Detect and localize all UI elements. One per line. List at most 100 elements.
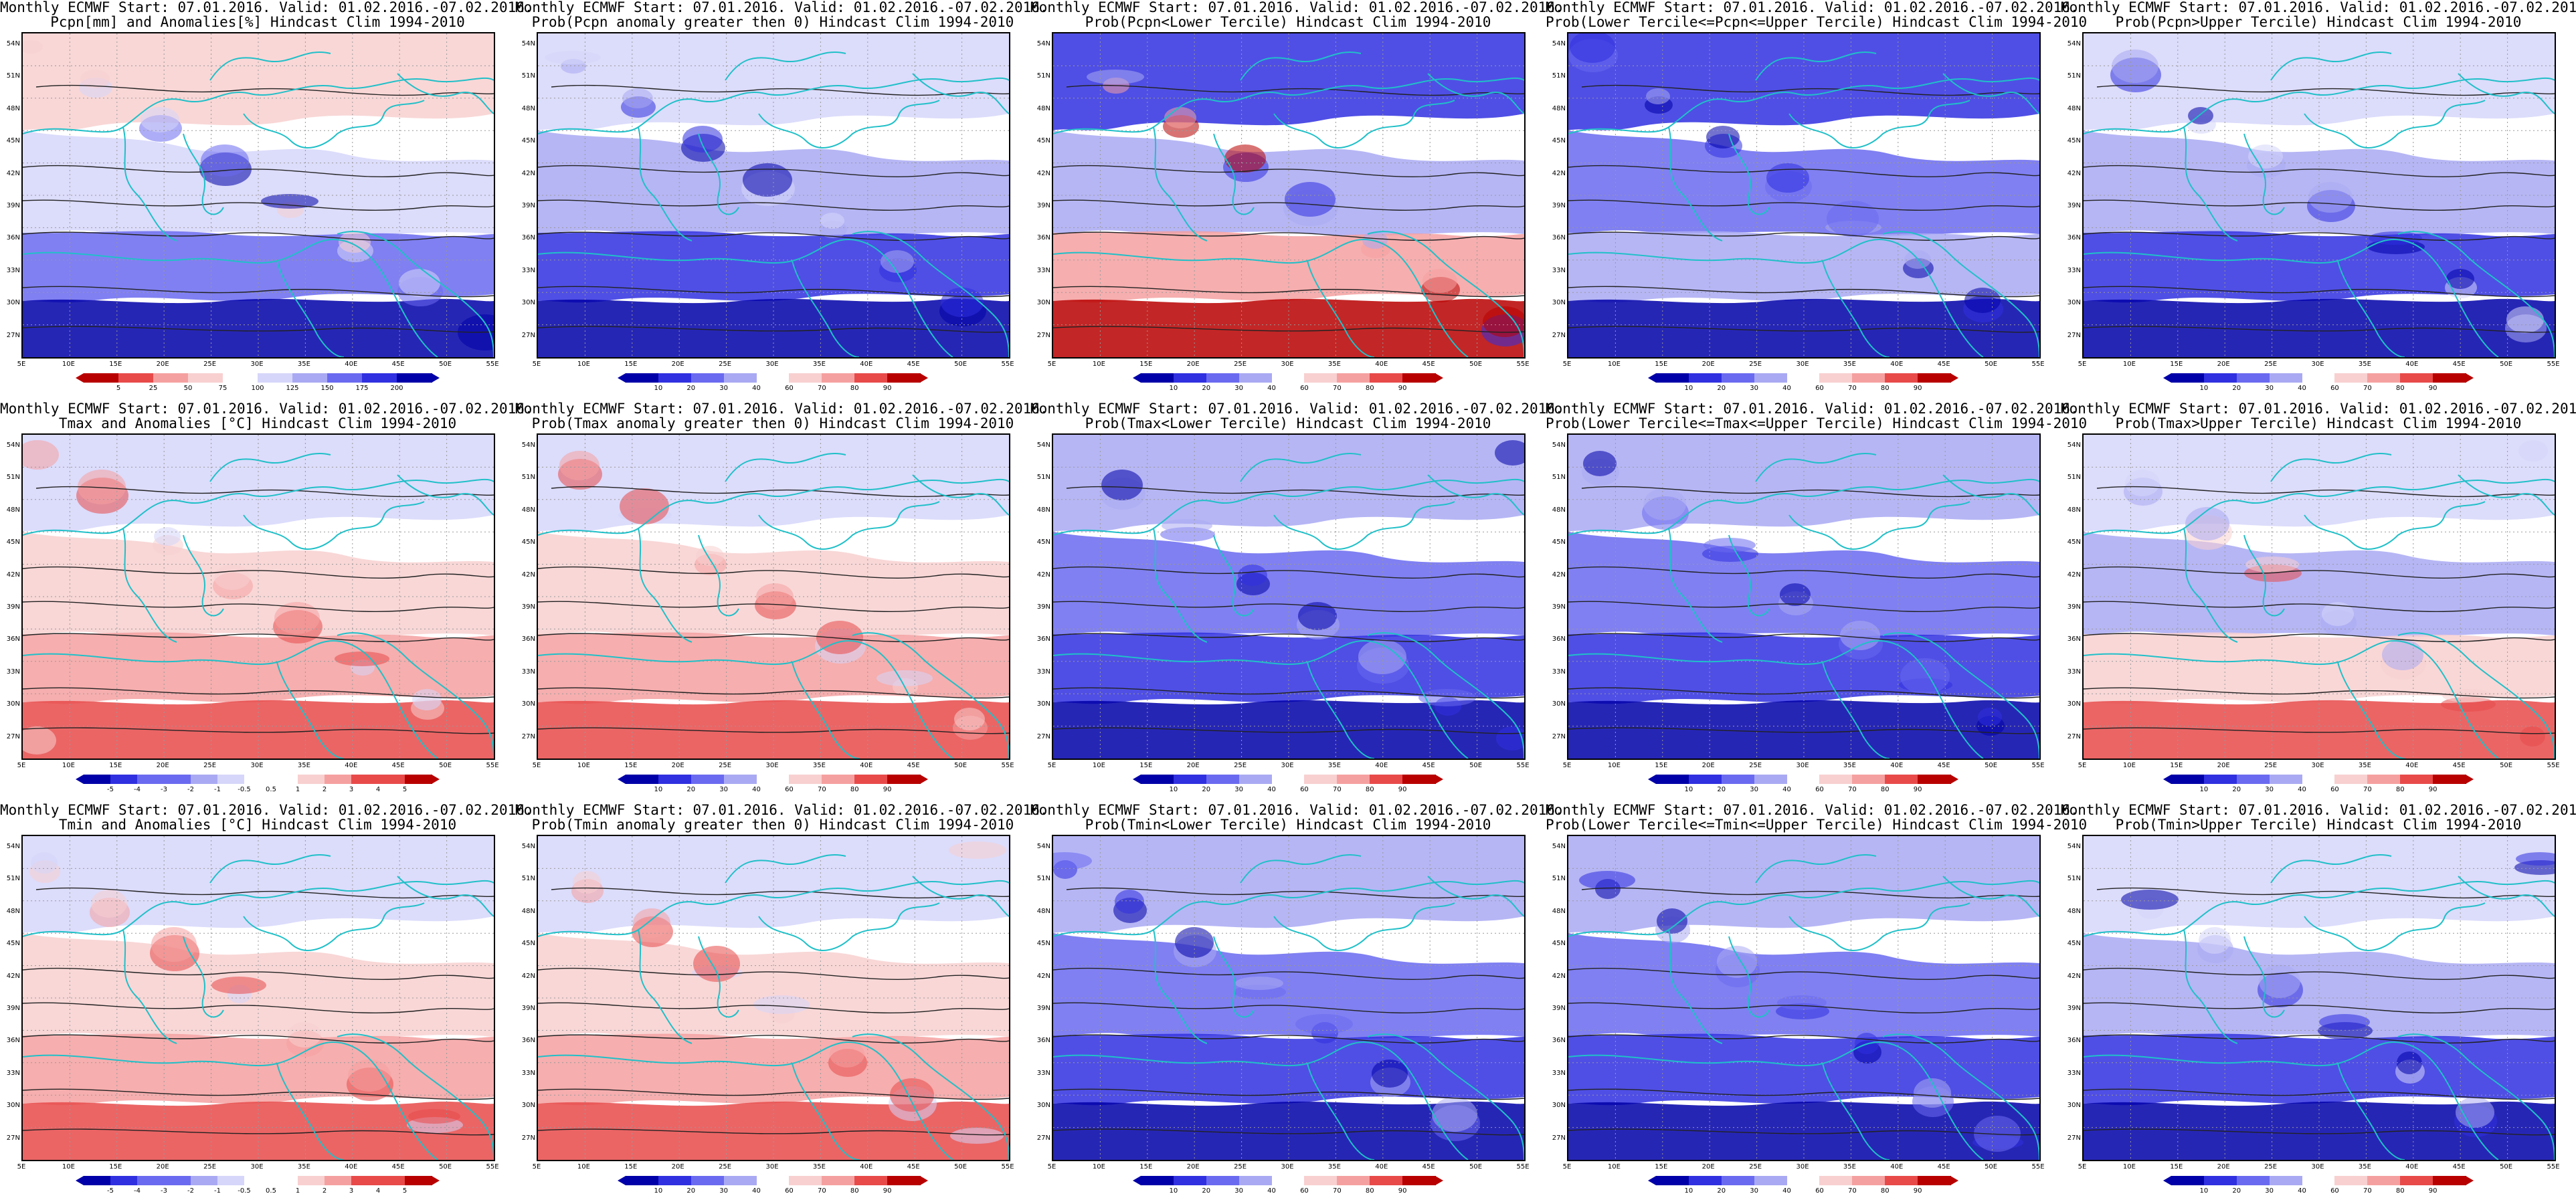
- contour-line: [1066, 84, 1524, 96]
- colorbar-tick-label: 70: [817, 786, 826, 793]
- lon-label: 50E: [1985, 1163, 1998, 1171]
- lat-label: 54N: [1552, 843, 1566, 850]
- coastline: [698, 534, 739, 617]
- field-patch: [2112, 49, 2158, 83]
- coastline: [1273, 100, 1455, 148]
- lat-label: 48N: [521, 907, 535, 915]
- coastline: [1240, 854, 1362, 884]
- field-patch: [954, 708, 985, 730]
- colorbar-segment: [378, 1176, 405, 1185]
- colorbar-tick-label: -3: [161, 786, 167, 793]
- contour-line: [23, 687, 494, 699]
- colorbar-tick-label: 60: [2330, 786, 2339, 793]
- contour-line: [538, 633, 1009, 642]
- contour-line: [23, 601, 494, 612]
- lat-label: 33N: [521, 266, 535, 274]
- lat-label: 27N: [1036, 1134, 1050, 1142]
- field-patch: [2319, 1014, 2370, 1030]
- lat-label: 48N: [1036, 104, 1050, 112]
- lat-label: 54N: [1036, 40, 1050, 47]
- lat-label: 39N: [1552, 1005, 1566, 1012]
- coastline: [1053, 478, 1524, 536]
- field-patch: [274, 602, 320, 634]
- lat-label: 36N: [6, 1037, 20, 1045]
- contour-line: [1066, 486, 1524, 498]
- lat-label: 33N: [6, 1069, 20, 1077]
- coastline: [337, 231, 494, 357]
- map-canvas: [1052, 433, 1526, 760]
- map-svg: [538, 435, 1009, 759]
- lon-label: 45E: [1422, 361, 1435, 368]
- field-patch: [2199, 927, 2231, 954]
- lat-label: 30N: [2067, 299, 2081, 307]
- lat-label: 39N: [1552, 603, 1566, 611]
- contour-line: [23, 199, 494, 211]
- coastline: [1822, 1063, 1890, 1160]
- contour-line: [23, 633, 494, 642]
- colorbar-segment: [756, 775, 790, 784]
- lat-label: 33N: [6, 266, 20, 274]
- colorbar-segment: [84, 775, 111, 784]
- lat-label: 51N: [6, 474, 20, 482]
- colorbar-tick-label: -0.5: [238, 1187, 251, 1195]
- field-patch: [877, 670, 933, 686]
- colorbar-segment: [137, 1176, 165, 1185]
- colorbar-segment: [1754, 373, 1788, 383]
- colorbar-segment: [887, 775, 921, 784]
- colorbar-segment: [292, 373, 328, 383]
- coastline: [538, 239, 953, 357]
- coastline: [912, 73, 1009, 114]
- colorbar: 10 20 30 40 60 70 80 90: [1133, 373, 1443, 392]
- coastline: [1213, 936, 1255, 1018]
- coastline: [23, 1041, 438, 1160]
- lat-label: 36N: [1552, 1037, 1566, 1045]
- field-patch: [1235, 977, 1283, 990]
- coastline: [1728, 534, 1770, 617]
- colorbar-tick-label: 70: [1332, 385, 1342, 392]
- field-patch: [339, 231, 371, 253]
- colorbar-segment: [789, 373, 823, 383]
- field-patch: [2382, 639, 2423, 670]
- lon-label: 30E: [250, 762, 264, 769]
- field-patch: [154, 527, 181, 546]
- contour-line: [1568, 1034, 2039, 1043]
- coastline: [276, 1063, 345, 1160]
- lon-label: 5E: [1047, 361, 1056, 368]
- coastline: [1367, 632, 1524, 759]
- colorbar-segment: [325, 1176, 352, 1185]
- lat-label: 48N: [1036, 907, 1050, 915]
- colorbar-segment: [1885, 775, 1919, 784]
- contour-line: [23, 286, 494, 298]
- field-patch: [1704, 538, 1756, 553]
- colorbar-tick-label: 60: [1300, 786, 1309, 793]
- coastline: [183, 936, 224, 1018]
- lat-label: 48N: [6, 506, 20, 514]
- coastline: [1053, 77, 1524, 134]
- field-patch: [1840, 621, 1880, 650]
- colorbar-tick-label: -4: [134, 786, 141, 793]
- lat-label: 54N: [1552, 40, 1566, 47]
- lon-label: 45E: [391, 762, 405, 769]
- colorbar: -5 -4 -3 -2 -1 -0.5 0.5 1 2 3 4 5: [76, 1176, 440, 1195]
- coastline: [725, 453, 846, 482]
- map-panel-tmin-upper: Monthly ECMWF Start: 07.01.2016. Valid: …: [2061, 803, 2576, 1204]
- lon-label: 10E: [2122, 762, 2136, 769]
- coastline: [1882, 632, 2039, 759]
- lat-label: 51N: [2067, 72, 2081, 80]
- contour-line: [1053, 231, 1524, 241]
- coastline: [2183, 929, 2238, 1044]
- colorbar-segment: [2400, 1176, 2434, 1185]
- colorbar-segment: [1918, 775, 1951, 784]
- field-patch: [335, 651, 389, 666]
- colorbar-segment: [2236, 1176, 2270, 1185]
- colorbar-tick-label: 3: [349, 1187, 354, 1195]
- lon-label: 55E: [1516, 1163, 1530, 1171]
- colorbar-tick-label: 80: [1880, 1187, 1890, 1195]
- colorbar-tick-label: 70: [1847, 385, 1857, 392]
- lon-label: 25E: [203, 361, 217, 368]
- colorbar: 5 25 50 75 100 125 150 175 200: [76, 373, 440, 392]
- lat-label: 45N: [1036, 137, 1050, 145]
- lat-label: 27N: [1036, 732, 1050, 740]
- panel-title-line1: Monthly ECMWF Start: 07.01.2016. Valid: …: [515, 0, 1048, 15]
- coastline: [1307, 1063, 1375, 1160]
